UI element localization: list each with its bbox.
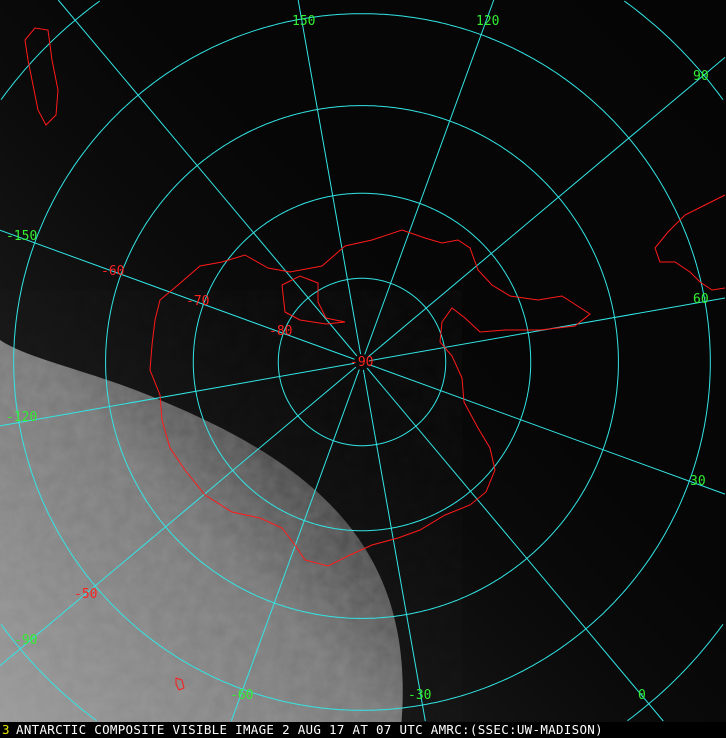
ross-ice-shelf xyxy=(281,275,346,325)
island xyxy=(175,677,185,691)
lon-label-0: 0 xyxy=(638,688,646,703)
image-caption: ANTARCTIC COMPOSITE VISIBLE IMAGE 2 AUG … xyxy=(0,722,726,738)
meridian-line xyxy=(366,367,664,722)
lat-label-minus90: -90 xyxy=(350,355,373,370)
lon-label-minus120: -120 xyxy=(6,410,37,425)
lon-label-minus150: -150 xyxy=(6,229,37,244)
lat-label-minus70: -70 xyxy=(186,294,209,309)
lon-label-30: 30 xyxy=(690,474,706,489)
meridian-line xyxy=(367,57,726,358)
meridian-line xyxy=(297,0,362,355)
coastline xyxy=(24,27,726,691)
meridian-line xyxy=(369,364,726,495)
meridian-line xyxy=(57,0,358,357)
meridian-line xyxy=(364,0,495,355)
lon-label-120: 120 xyxy=(476,14,499,29)
caption-marker: 3 xyxy=(2,722,10,737)
meridian-line xyxy=(0,362,355,427)
lon-label-90: 90 xyxy=(693,69,709,84)
lat-label-minus50: -50 xyxy=(74,587,97,602)
meridian-line xyxy=(0,366,357,667)
lat-label-minus80: -80 xyxy=(269,324,292,339)
lat-label-minus60: -60 xyxy=(101,264,124,279)
latitude-circle xyxy=(192,192,532,532)
lon-label-minus90: -90 xyxy=(14,633,37,648)
lon-label-minus60: -60 xyxy=(230,688,253,703)
latitude-circle xyxy=(13,13,711,711)
meridian-line xyxy=(362,369,426,722)
latitude-circle xyxy=(277,277,447,447)
south-america-coastline xyxy=(654,194,726,291)
lon-label-minus30: -30 xyxy=(408,688,431,703)
new-zealand-coastline xyxy=(24,27,59,126)
antarctica-coastline xyxy=(149,229,591,567)
latitude-circle xyxy=(0,0,724,722)
lon-label-60: 60 xyxy=(693,292,709,307)
meridian-line xyxy=(0,229,355,360)
lon-label-150: 150 xyxy=(292,14,315,29)
latitude-circle xyxy=(105,105,619,619)
grid-labels: 150 120 90 60 30 0 -30 -60 -90 -120 -150… xyxy=(6,14,709,703)
lat-lon-grid xyxy=(0,0,726,722)
